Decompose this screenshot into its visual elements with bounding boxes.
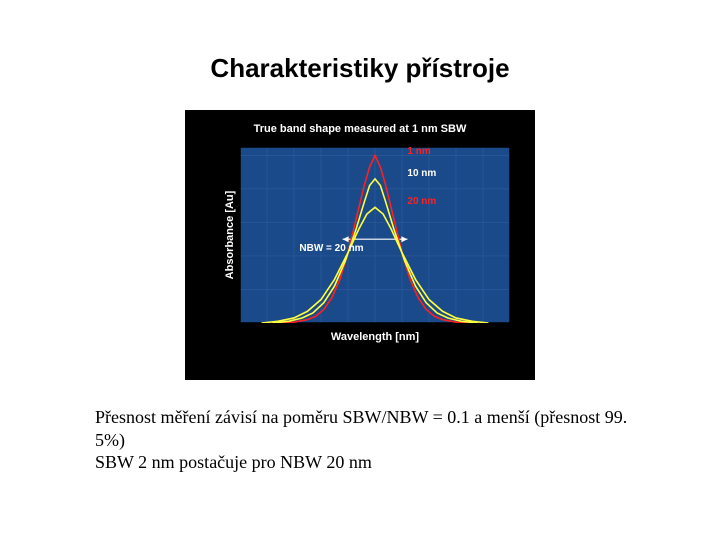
body-text: Přesnost měření závisí na poměru SBW/NBW… bbox=[95, 406, 655, 474]
curve-label-1nm: 1 nm bbox=[407, 146, 430, 157]
body-line-1: Přesnost měření závisí na poměru SBW/NBW… bbox=[95, 407, 627, 450]
chart-y-axis-label: Absorbance [Au] bbox=[224, 191, 236, 280]
nbw-label: NBW = 20 nm bbox=[299, 243, 363, 254]
chart-container: True band shape measured at 1 nm SBW Abs… bbox=[185, 110, 535, 380]
chart-svg bbox=[240, 147, 510, 323]
curve-label-10nm: 10 nm bbox=[407, 168, 436, 179]
chart-x-axis-label: Wavelength [nm] bbox=[240, 331, 510, 343]
slide-page: Charakteristiky přístroje True band shap… bbox=[0, 0, 720, 540]
chart-inner: True band shape measured at 1 nm SBW Abs… bbox=[200, 125, 520, 345]
chart-title: True band shape measured at 1 nm SBW bbox=[200, 123, 520, 135]
page-title: Charakteristiky přístroje bbox=[0, 53, 720, 84]
body-line-2: SBW 2 nm postačuje pro NBW 20 nm bbox=[95, 452, 372, 472]
curve-label-20nm: 20 nm bbox=[407, 196, 436, 207]
chart-plot-area: Absorbance [Au] Wavelength [nm] 1 nm10 n… bbox=[240, 147, 510, 323]
